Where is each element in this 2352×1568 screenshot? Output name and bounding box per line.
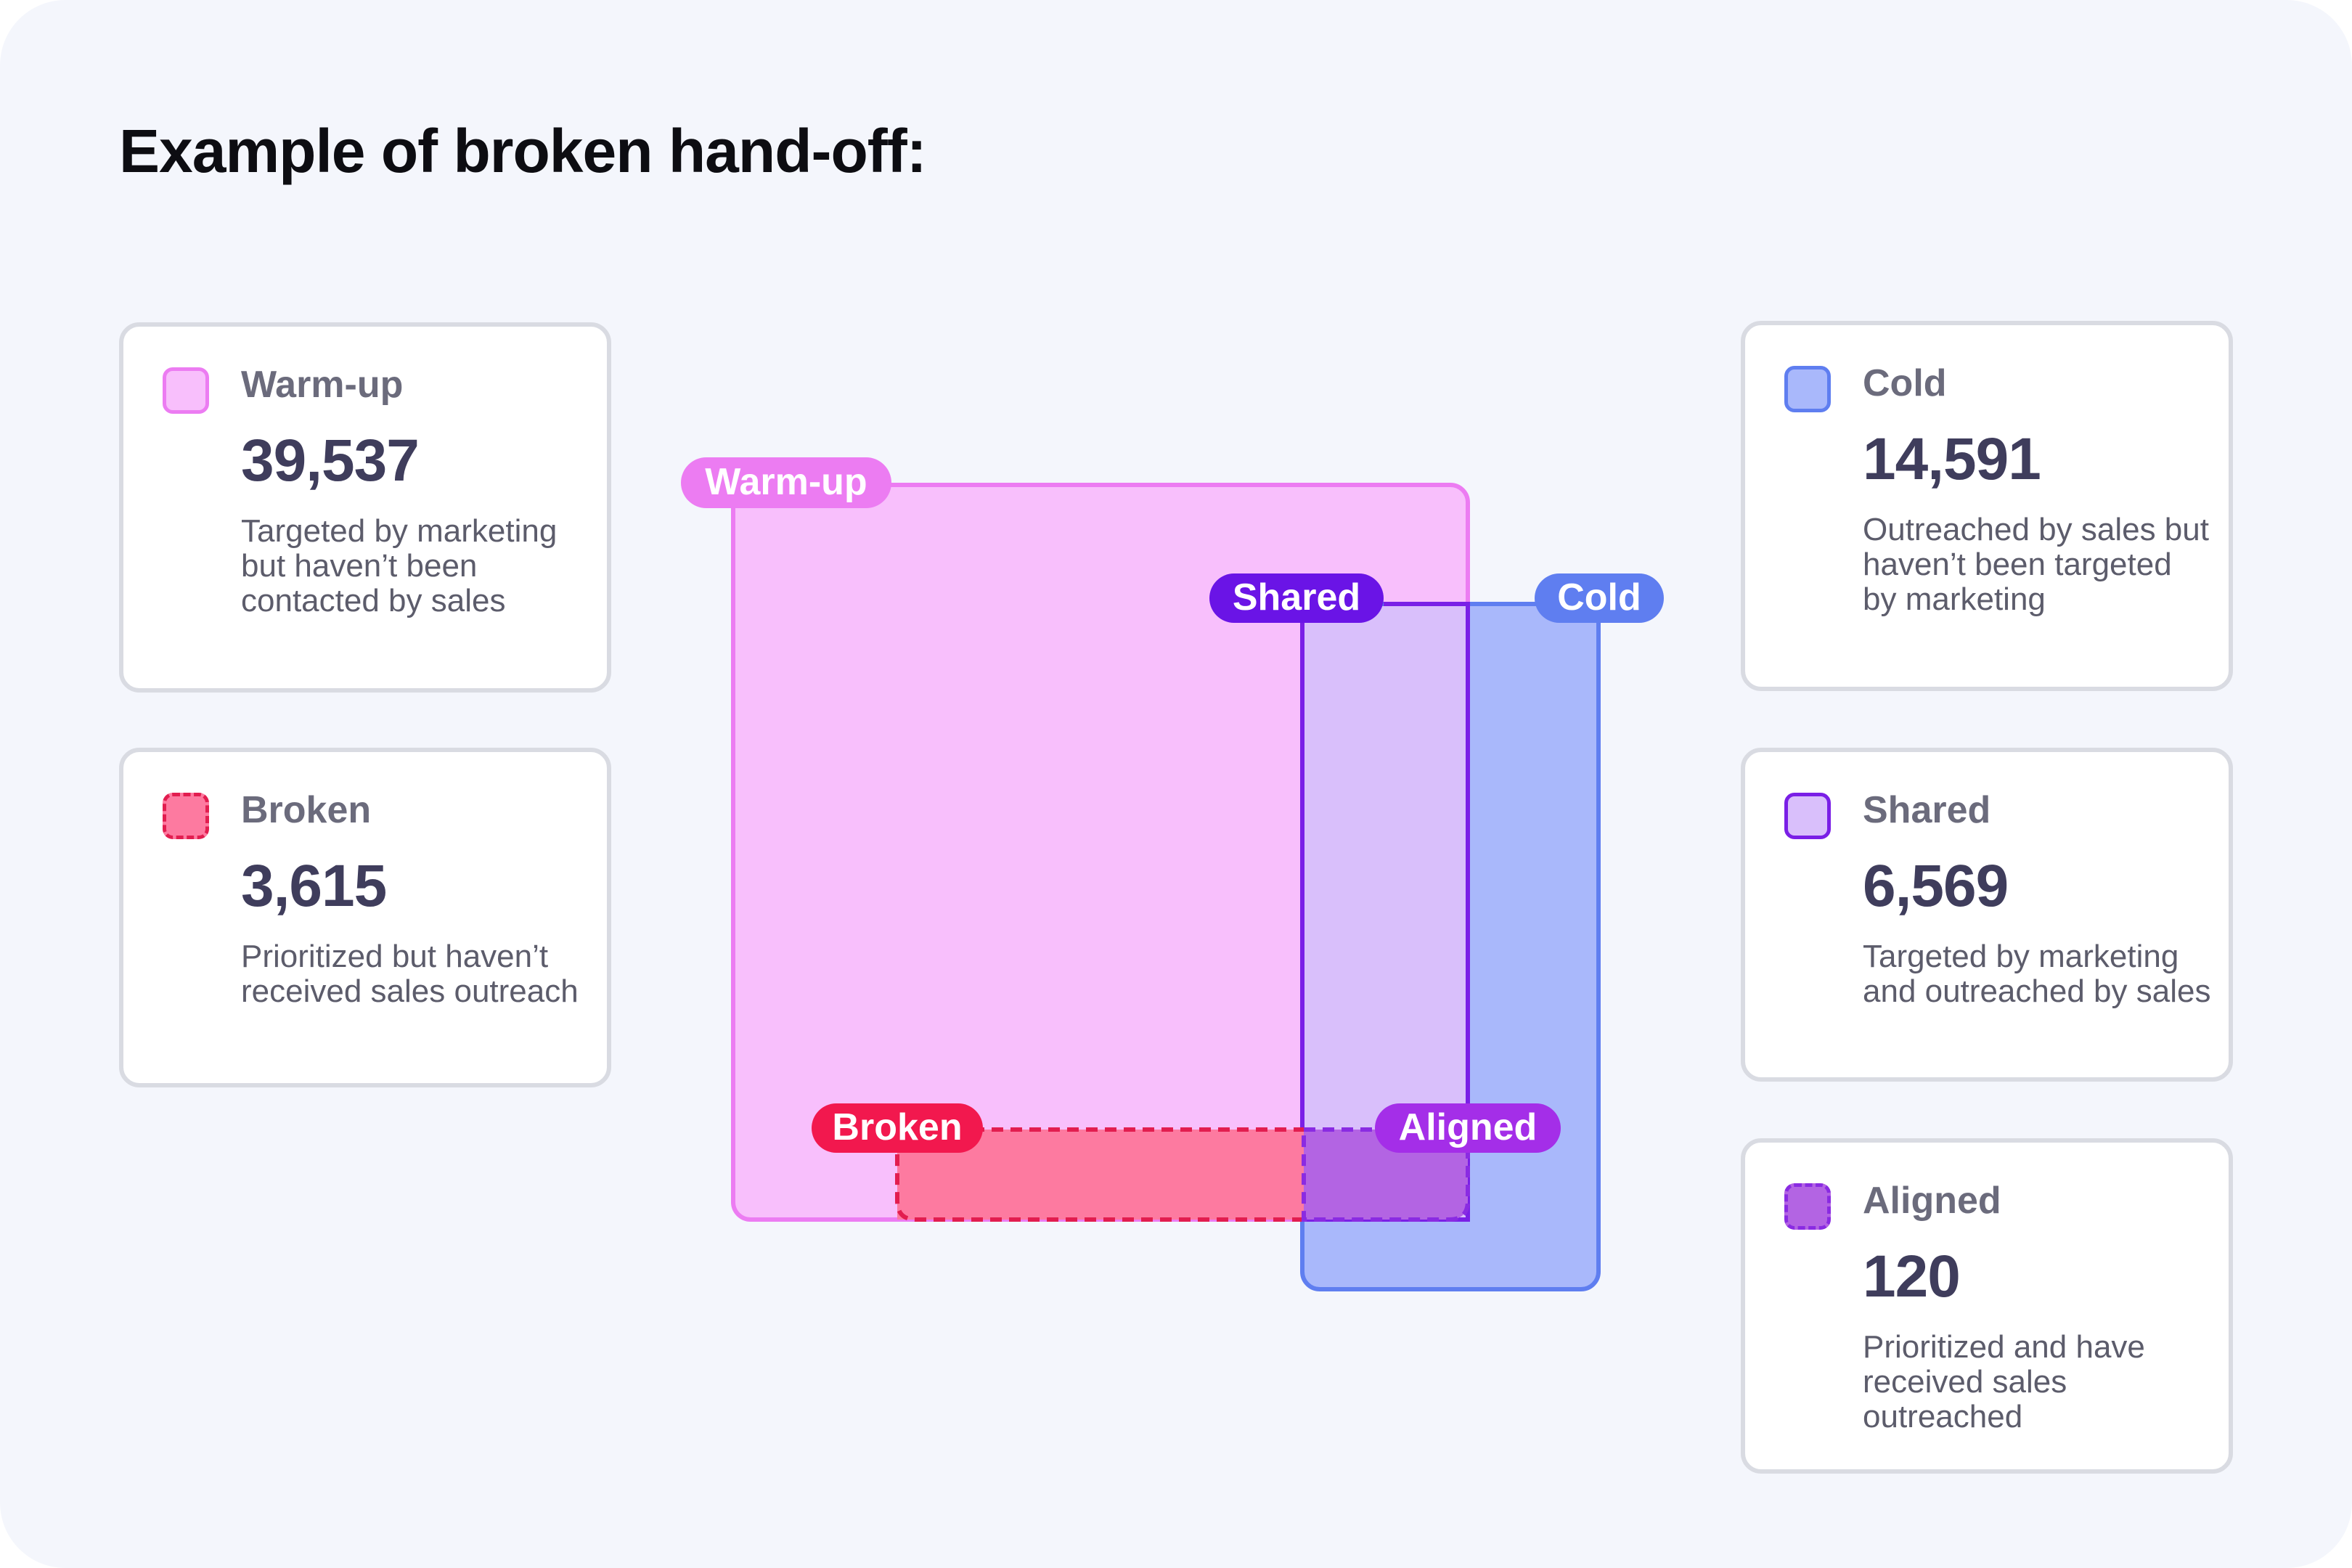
shared-tag-text: Shared bbox=[1233, 576, 1360, 618]
warmup-card-label: Warm-up bbox=[241, 364, 404, 406]
broken-swatch-icon bbox=[163, 793, 209, 839]
shared-swatch-icon bbox=[1784, 793, 1831, 839]
aligned-card-label: Aligned bbox=[1863, 1180, 2001, 1222]
broken-card-value: 3,615 bbox=[241, 853, 387, 919]
aligned-tag-text: Aligned bbox=[1399, 1106, 1538, 1148]
warmup-swatch-icon bbox=[163, 367, 209, 414]
broken-card: Broken 3,615 Prioritized but haven’t rec… bbox=[119, 748, 611, 1087]
cold-tag: Cold bbox=[1535, 573, 1664, 623]
broken-tag-text: Broken bbox=[832, 1106, 962, 1148]
aligned-card-value: 120 bbox=[1863, 1244, 1961, 1310]
warmup-card-value: 39,537 bbox=[241, 428, 420, 494]
broken-outline bbox=[895, 1127, 1304, 1222]
broken-card-label: Broken bbox=[241, 789, 372, 831]
shared-card-label: Shared bbox=[1863, 789, 1991, 831]
cold-tag-text: Cold bbox=[1557, 576, 1641, 618]
aligned-card: Aligned 120 Prioritized and have receive… bbox=[1741, 1138, 2233, 1474]
shared-card-description: Targeted by marketing and outreached by … bbox=[1863, 939, 2211, 1009]
broken-card-description: Prioritized but haven’t received sales o… bbox=[241, 939, 579, 1009]
warmup-card-description: Targeted by marketing but haven’t been c… bbox=[241, 513, 558, 618]
warmup-tag: Warm-up bbox=[681, 457, 891, 508]
shared-card-value: 6,569 bbox=[1863, 853, 2009, 919]
cold-swatch-icon bbox=[1784, 366, 1831, 412]
aligned-tag: Aligned bbox=[1375, 1103, 1561, 1153]
cold-card: Cold 14,591 Outreached by sales but have… bbox=[1741, 321, 2233, 691]
page-title: Example of broken hand-off: bbox=[119, 117, 927, 185]
warmup-card: Warm-up 39,537 Targeted by marketing but… bbox=[119, 322, 611, 693]
cold-card-description: Outreached by sales but haven’t been tar… bbox=[1863, 512, 2209, 617]
aligned-swatch-icon bbox=[1784, 1183, 1831, 1230]
broken-tag: Broken bbox=[812, 1103, 983, 1153]
shared-tag: Shared bbox=[1209, 573, 1384, 623]
cold-card-label: Cold bbox=[1863, 362, 1947, 404]
aligned-outline bbox=[1302, 1127, 1470, 1222]
cold-card-value: 14,591 bbox=[1863, 426, 2041, 492]
warmup-tag-text: Warm-up bbox=[705, 461, 867, 503]
aligned-card-description: Prioritized and have received sales outr… bbox=[1863, 1329, 2145, 1434]
shared-card: Shared 6,569 Targeted by marketing and o… bbox=[1741, 748, 2233, 1082]
